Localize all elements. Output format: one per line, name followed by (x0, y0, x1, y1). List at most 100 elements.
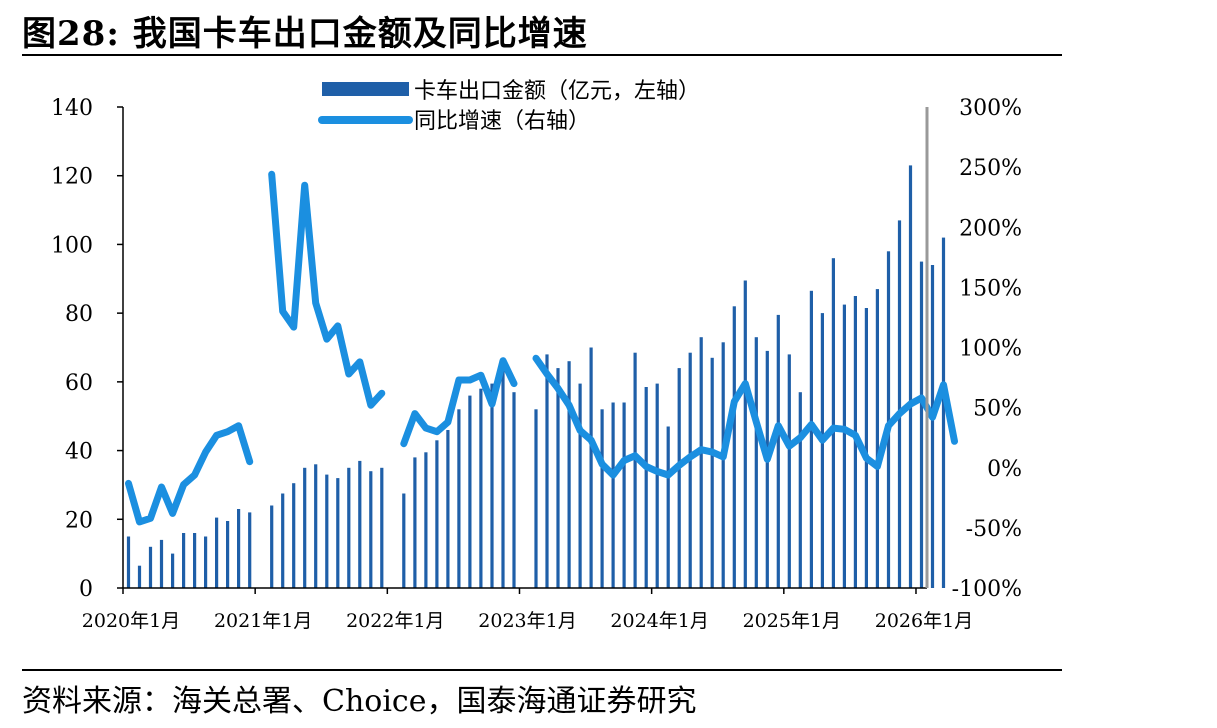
bar (204, 536, 208, 588)
bar (325, 474, 329, 588)
x-tick-label: 2022年1月 (346, 610, 444, 632)
bar (699, 337, 703, 588)
bar (413, 457, 417, 588)
y-right-tick-label: 200% (959, 216, 1022, 241)
bar (688, 352, 692, 588)
bar (402, 493, 406, 588)
bar (710, 357, 714, 588)
bar (886, 251, 891, 589)
bar (435, 440, 439, 588)
bar (666, 426, 670, 588)
bar (171, 553, 175, 588)
bar (897, 220, 902, 588)
bar (831, 258, 835, 588)
bar (479, 388, 483, 588)
y-right-tick-label: 0% (987, 457, 1022, 482)
x-tick-label: 2023年1月 (478, 610, 576, 632)
bar (336, 478, 340, 588)
bar (611, 402, 615, 588)
legend: 卡车出口金额（亿元，左轴） 同比增速（右轴） (318, 79, 700, 134)
bar (159, 539, 164, 588)
y-right-tick-label: 150% (959, 276, 1022, 301)
bar (677, 368, 681, 588)
bar (644, 387, 648, 588)
bar (545, 354, 549, 588)
bar (446, 430, 450, 588)
bar-series (126, 165, 946, 589)
bar (567, 361, 571, 588)
bar (281, 493, 285, 588)
bar (237, 509, 241, 588)
bar (270, 505, 274, 588)
bar (501, 361, 505, 588)
bar (589, 347, 593, 588)
bar (193, 533, 197, 588)
bar (600, 409, 604, 588)
bar (798, 392, 802, 588)
bar (380, 467, 384, 589)
x-tick-label: 2026年1月 (875, 610, 973, 632)
legend-bar-swatch (322, 82, 409, 96)
bar (842, 304, 846, 588)
y-right-tick-label: 250% (959, 156, 1022, 181)
bar (578, 383, 582, 588)
y-right-tick-label: 100% (959, 337, 1022, 362)
bar (137, 565, 142, 588)
y-right-tick-label: 50% (973, 397, 1022, 422)
bar (490, 383, 494, 588)
legend-bar-label: 卡车出口金额（亿元，左轴） (414, 79, 700, 104)
bar (743, 280, 747, 588)
bar (148, 546, 153, 588)
bar (754, 337, 758, 588)
bar (622, 402, 626, 588)
y-left-tick-label: 100 (51, 233, 93, 258)
bar (369, 471, 373, 588)
bar (248, 512, 252, 588)
bar (126, 536, 131, 588)
bar (512, 392, 516, 588)
bar (457, 409, 461, 588)
bar (721, 342, 725, 588)
bar (930, 265, 935, 588)
source-rule (22, 669, 1062, 671)
bar (226, 521, 230, 588)
bar (347, 467, 351, 589)
axes: 0 20 40 60 80 100 120 140 -100% -50% 0% 50% 100% 150%… (51, 96, 1022, 632)
y-left-tick-label: 120 (51, 165, 93, 190)
y-left-tick-label: 20 (65, 508, 93, 533)
bar (358, 460, 362, 588)
bar (303, 467, 307, 589)
bar (732, 306, 736, 588)
growth-line-segment (400, 357, 518, 448)
bar (556, 368, 560, 588)
y-left-tick-label: 0 (79, 577, 93, 602)
x-tick-label: 2024年1月 (610, 610, 708, 632)
x-tick-label: 2021年1月 (214, 610, 312, 632)
bar (875, 289, 879, 588)
source-note: 资料来源：海关总署、Choice，国泰海通证券研究 (22, 684, 697, 719)
y-right-tick-label: -50% (966, 517, 1022, 542)
y-left-tick-label: 140 (51, 96, 93, 121)
bar (919, 261, 924, 588)
title-rule (22, 54, 1062, 56)
line-series (125, 170, 958, 526)
bar (633, 352, 637, 588)
x-tick-label: 2025年1月 (743, 610, 841, 632)
bar (776, 314, 780, 588)
bar (534, 409, 538, 588)
bar (292, 483, 296, 588)
bar (655, 383, 659, 588)
growth-line-segment (125, 422, 254, 526)
bar (314, 464, 318, 588)
y-left-tick-label: 60 (65, 371, 93, 396)
y-right-tick-label: 300% (959, 96, 1022, 121)
bar (787, 354, 791, 588)
bar (864, 308, 868, 588)
legend-line-label: 同比增速（右轴） (414, 109, 590, 134)
y-right-tick-label: -100% (952, 577, 1022, 602)
bar (908, 165, 913, 588)
bar (809, 290, 813, 588)
bar (424, 452, 428, 588)
growth-line-segment (268, 170, 386, 409)
